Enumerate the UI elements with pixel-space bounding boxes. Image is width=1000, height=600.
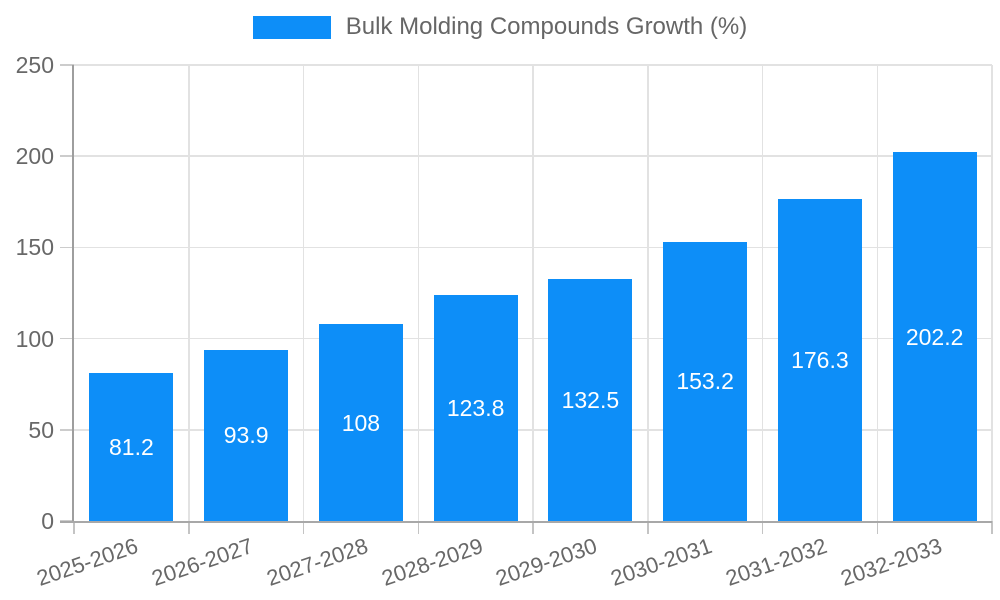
y-axis-tick [60, 246, 74, 249]
bar [777, 199, 862, 521]
legend: Bulk Molding Compounds Growth (%) [0, 13, 1000, 41]
x-axis-tick [302, 521, 305, 534]
bar-value-label: 108 [341, 409, 381, 436]
bar-value-label: 123.8 [446, 395, 505, 422]
bar [204, 349, 289, 521]
bar [548, 279, 633, 521]
y-axis-line [72, 65, 74, 523]
y-axis-tick-label: 250 [15, 52, 54, 78]
x-axis-line [60, 521, 992, 523]
bar-value-label: 153.2 [676, 368, 734, 395]
x-axis-tick [761, 521, 764, 534]
bar-value-label: 81.2 [108, 433, 154, 460]
x-axis-tick [417, 521, 419, 534]
y-axis-tick-label: 200 [15, 143, 54, 170]
x-axis-tick [991, 521, 993, 534]
x-axis-tick [532, 521, 534, 534]
bar-value-label: 202.2 [905, 323, 964, 350]
gridline-vertical [991, 65, 993, 521]
y-axis-tick [60, 155, 74, 157]
gridline-vertical [647, 65, 649, 521]
y-axis-tick-label: 100 [15, 325, 54, 352]
y-axis-tick [60, 337, 74, 340]
gridline-vertical [417, 65, 419, 521]
y-axis-tick-label: 0 [41, 508, 54, 534]
y-axis-tick [60, 429, 74, 431]
gridline-vertical [761, 65, 764, 521]
x-axis-tick [647, 521, 649, 534]
bar [433, 295, 518, 521]
bar [892, 152, 977, 521]
bar [663, 241, 748, 521]
y-axis-tick [60, 64, 74, 66]
gridline-vertical [188, 65, 190, 521]
gridline-vertical [302, 65, 305, 521]
y-axis-tick-label: 50 [28, 416, 54, 443]
bar-value-label: 176.3 [791, 347, 849, 374]
gridline-vertical [532, 65, 534, 521]
x-axis-tick [876, 521, 878, 534]
y-axis-tick-label: 150 [15, 234, 54, 261]
legend-label: Bulk Molding Compounds Growth (%) [345, 13, 748, 40]
bar [318, 324, 403, 521]
x-axis-tick [73, 521, 75, 534]
bar-value-label: 93.9 [223, 422, 269, 449]
legend-swatch [252, 15, 331, 39]
bar [89, 372, 174, 521]
bar-value-label: 132.5 [561, 387, 620, 414]
x-axis-tick [188, 521, 190, 534]
gridline-vertical [876, 65, 878, 521]
